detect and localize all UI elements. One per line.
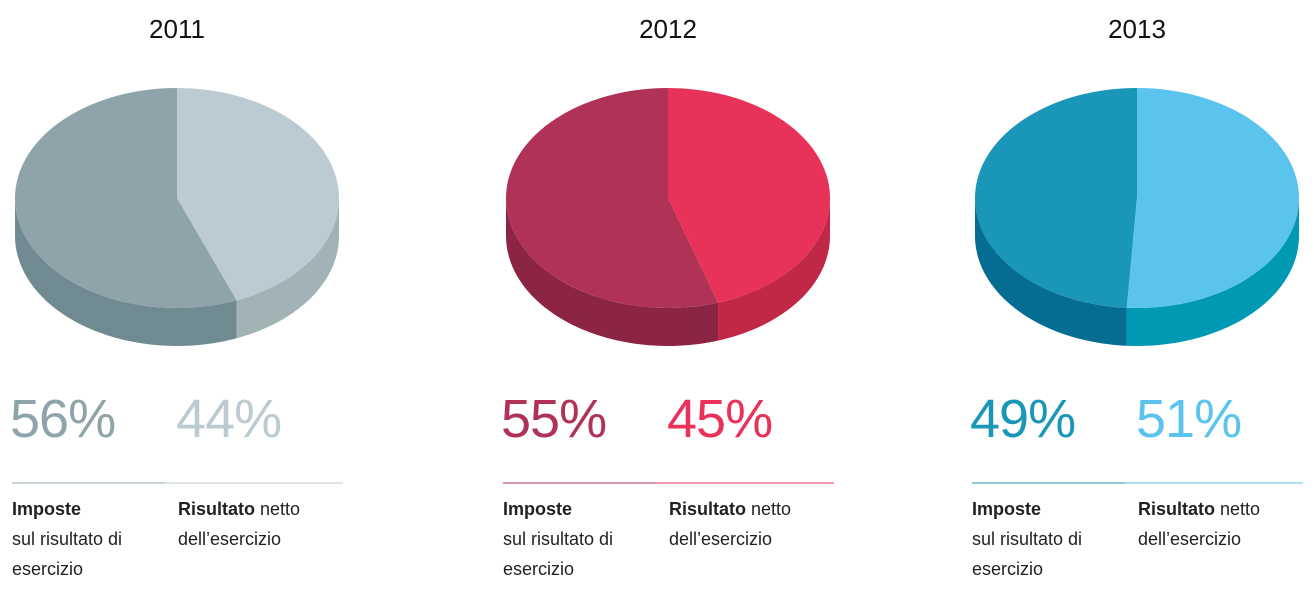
chart-title: 2012 xyxy=(639,14,697,44)
legend-label: Risultato netto dell’esercizio xyxy=(178,499,301,549)
slice-side xyxy=(506,198,719,346)
label-bold: Imposte xyxy=(972,499,1042,519)
value-label: 51% xyxy=(1136,389,1242,449)
legend-label: Risultato netto dell’esercizio xyxy=(1138,499,1261,549)
chart-title: 2013 xyxy=(1108,14,1166,44)
slice-side xyxy=(1126,198,1299,346)
value-label: 55% xyxy=(501,389,607,449)
slice-side xyxy=(718,198,830,341)
value-label: 56% xyxy=(10,389,116,449)
slice xyxy=(1126,88,1300,308)
chart-title: 2011 xyxy=(149,14,205,44)
legend-label: Imposte sul risultato di esercizio xyxy=(12,494,172,584)
label-bold: Imposte xyxy=(503,499,573,519)
slice xyxy=(177,88,340,301)
label-bold: Risultato xyxy=(1138,499,1216,519)
slice-side xyxy=(236,198,339,339)
value-label: 45% xyxy=(667,389,773,449)
value-label: 49% xyxy=(970,389,1076,449)
slice xyxy=(668,88,831,303)
label-bold: Risultato xyxy=(178,499,256,519)
legend-label: Imposte sul risultato di esercizio xyxy=(972,494,1132,584)
legend-label: Risultato netto dell’esercizio xyxy=(669,499,792,549)
slice-side xyxy=(975,198,1127,346)
slice xyxy=(15,88,237,308)
value-label: 44% xyxy=(176,389,282,449)
slice xyxy=(506,87,719,308)
legend-label: Imposte sul risultato di esercizio xyxy=(503,494,663,584)
label-bold: Imposte xyxy=(12,499,82,519)
slice xyxy=(975,88,1137,308)
slice-side xyxy=(15,198,237,346)
label-bold: Risultato xyxy=(669,499,747,519)
